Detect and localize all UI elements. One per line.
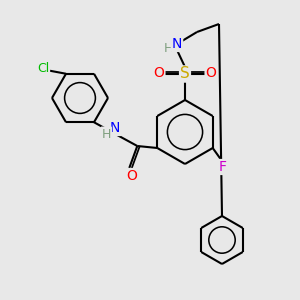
Text: N: N	[110, 121, 121, 135]
Text: S: S	[180, 67, 190, 82]
Text: F: F	[219, 160, 227, 174]
Text: H: H	[102, 128, 111, 140]
Text: O: O	[126, 169, 137, 183]
Text: O: O	[154, 66, 164, 80]
Text: Cl: Cl	[37, 62, 49, 75]
Text: N: N	[172, 37, 182, 51]
Text: O: O	[206, 66, 216, 80]
Text: H: H	[163, 43, 173, 56]
